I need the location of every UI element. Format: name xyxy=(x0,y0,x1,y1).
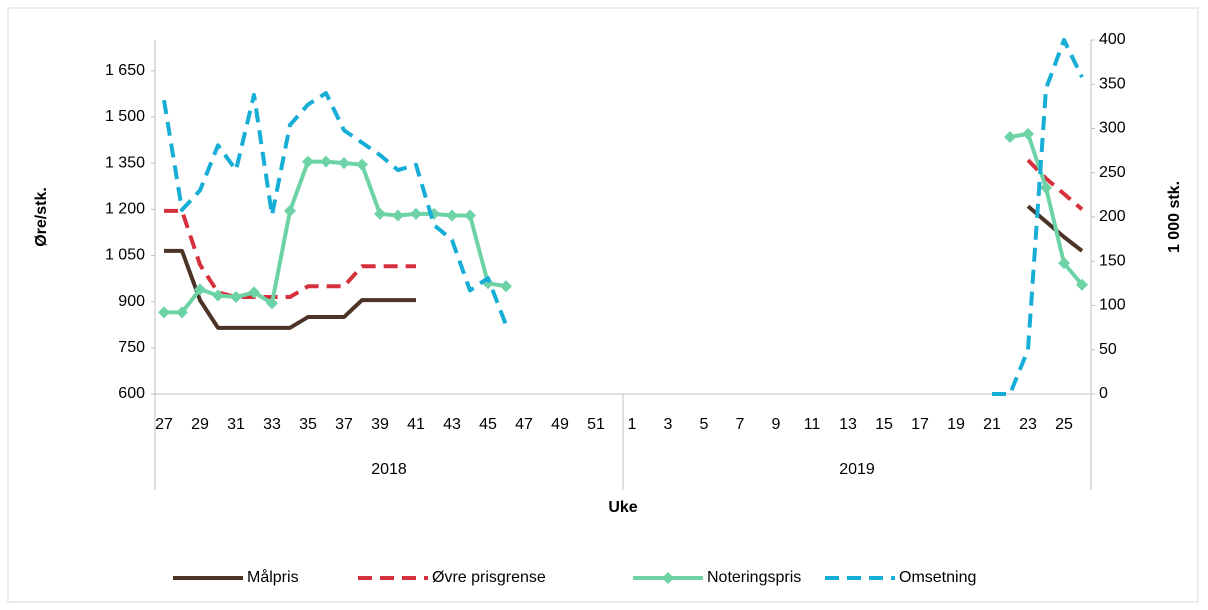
x-tick-label: 11 xyxy=(804,416,821,433)
y2-tick-label: 350 xyxy=(1099,75,1126,92)
x-tick-label: 23 xyxy=(1019,416,1037,433)
y-tick-label: 1 050 xyxy=(105,247,145,264)
x-tick-label: 39 xyxy=(371,416,389,433)
x-tick-label: 51 xyxy=(587,416,605,433)
x-tick-label: 17 xyxy=(911,416,929,433)
series-marker xyxy=(1004,130,1016,143)
series-marker xyxy=(1022,127,1034,140)
series-marker xyxy=(356,158,368,171)
series-marker xyxy=(464,209,476,222)
series-marker xyxy=(230,291,242,304)
series-marker xyxy=(158,306,170,319)
x-tick-label: 1 xyxy=(628,416,637,433)
x-tick-label: 33 xyxy=(263,416,281,433)
y-tick-label: 1 500 xyxy=(105,108,145,125)
x-axis-title: Uke xyxy=(608,499,637,516)
x-tick-label: 7 xyxy=(736,416,745,433)
legend-label: Omsetning xyxy=(899,569,976,586)
series-marker xyxy=(1040,181,1052,194)
series-line xyxy=(164,158,1084,300)
series-marker xyxy=(320,155,332,168)
series-marker xyxy=(194,283,206,296)
series-marker xyxy=(176,306,188,319)
y2-axis-title: 1 000 stk. xyxy=(1166,181,1183,253)
series-marker xyxy=(392,209,404,222)
x-tick-label: 21 xyxy=(983,416,1001,433)
series-marker xyxy=(1076,278,1088,291)
x-tick-label: 15 xyxy=(875,416,893,433)
series-marker xyxy=(374,207,386,220)
x-tick-label: 37 xyxy=(335,416,353,433)
x-tick-label: 35 xyxy=(299,416,317,433)
y2-tick-label: 200 xyxy=(1099,208,1126,225)
series-marker xyxy=(1058,257,1070,270)
x-tick-label: 47 xyxy=(515,416,533,433)
x-tick-label: 29 xyxy=(191,416,209,433)
x-tick-label: 27 xyxy=(155,416,173,433)
x-tick-label: 41 xyxy=(407,416,425,433)
y-tick-label: 1 350 xyxy=(105,154,145,171)
x-tick-label: 49 xyxy=(551,416,569,433)
series-marker xyxy=(266,297,278,310)
x-tick-label: 45 xyxy=(479,416,497,433)
x-tick-label: 5 xyxy=(700,416,709,433)
group-label: 2018 xyxy=(371,461,407,478)
series-line xyxy=(162,38,1084,396)
y2-tick-label: 150 xyxy=(1099,252,1126,269)
series-marker xyxy=(338,157,350,170)
y-tick-label: 1 200 xyxy=(105,201,145,218)
series-marker xyxy=(284,204,296,217)
y2-tick-label: 0 xyxy=(1099,385,1108,402)
y2-tick-label: 50 xyxy=(1099,341,1117,358)
x-tick-label: 19 xyxy=(947,416,965,433)
legend-label: Målpris xyxy=(247,568,299,586)
y-tick-label: 900 xyxy=(118,293,145,310)
y-tick-label: 600 xyxy=(118,385,145,402)
legend-marker xyxy=(662,572,674,584)
x-tick-label: 31 xyxy=(227,416,245,433)
x-tick-label: 9 xyxy=(772,416,781,433)
series-marker xyxy=(212,289,224,302)
legend-label: Øvre prisgrense xyxy=(432,569,546,586)
x-tick-label: 25 xyxy=(1055,416,1073,433)
series-marker xyxy=(500,280,512,293)
y2-tick-label: 250 xyxy=(1099,164,1126,181)
series-marker xyxy=(248,286,260,299)
series-marker xyxy=(302,155,314,168)
y-tick-label: 750 xyxy=(118,339,145,356)
y2-tick-label: 300 xyxy=(1099,120,1126,137)
series-marker xyxy=(446,209,458,222)
y2-tick-label: 400 xyxy=(1099,31,1126,48)
x-tick-label: 3 xyxy=(664,416,673,433)
chart-border xyxy=(7,7,1199,603)
y-tick-label: 1 650 xyxy=(105,62,145,79)
legend-label: Noteringspris xyxy=(707,569,801,586)
y2-tick-label: 100 xyxy=(1099,297,1126,314)
x-tick-label: 43 xyxy=(443,416,461,433)
series-marker xyxy=(410,207,422,220)
y-axis-title: Øre/stk. xyxy=(33,187,50,247)
group-label: 2019 xyxy=(839,461,875,478)
x-tick-label: 13 xyxy=(839,416,857,433)
